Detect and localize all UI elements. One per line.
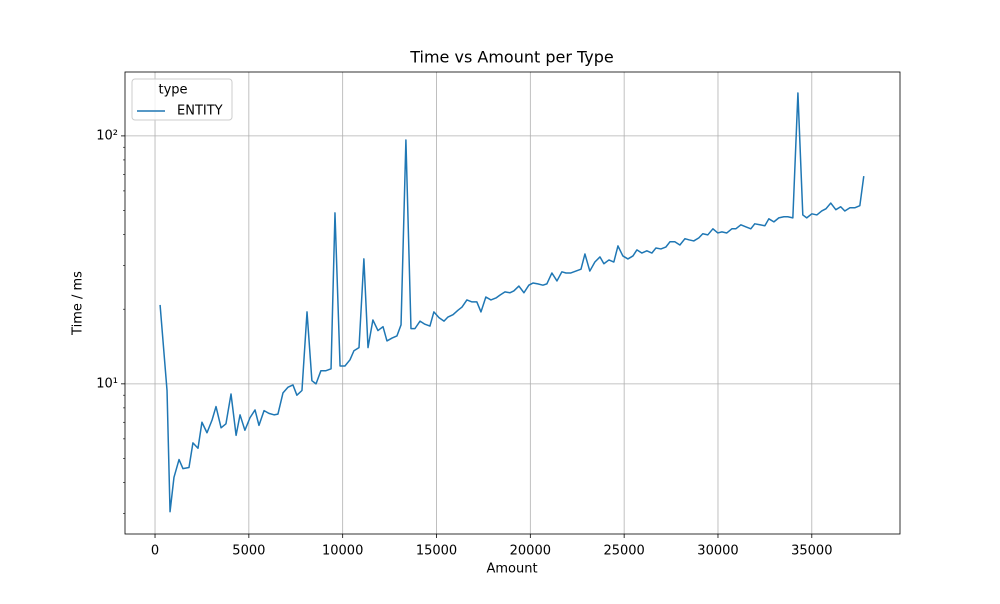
y-axis-label: Time / ms (71, 271, 86, 336)
legend-label: ENTITY (177, 104, 223, 119)
x-tick-label: 10000 (322, 544, 363, 559)
legend-box (131, 78, 233, 121)
data-line (159, 92, 865, 513)
x-tick-label: 35000 (791, 544, 832, 559)
chart-title: Time vs Amount per Type (409, 48, 614, 67)
legend-title: type (158, 83, 187, 98)
x-tick-label: 25000 (603, 544, 644, 559)
x-tick-label: 0 (151, 544, 159, 559)
y-tick-label: 10² (96, 128, 118, 143)
x-tick-label: 15000 (416, 544, 457, 559)
x-tick-label: 30000 (697, 544, 738, 559)
y-tick-label: 10¹ (96, 376, 118, 391)
x-axis-label: Amount (486, 562, 537, 577)
x-tick-label: 20000 (510, 544, 551, 559)
axes-frame (124, 71, 901, 535)
x-tick-label: 5000 (232, 544, 265, 559)
